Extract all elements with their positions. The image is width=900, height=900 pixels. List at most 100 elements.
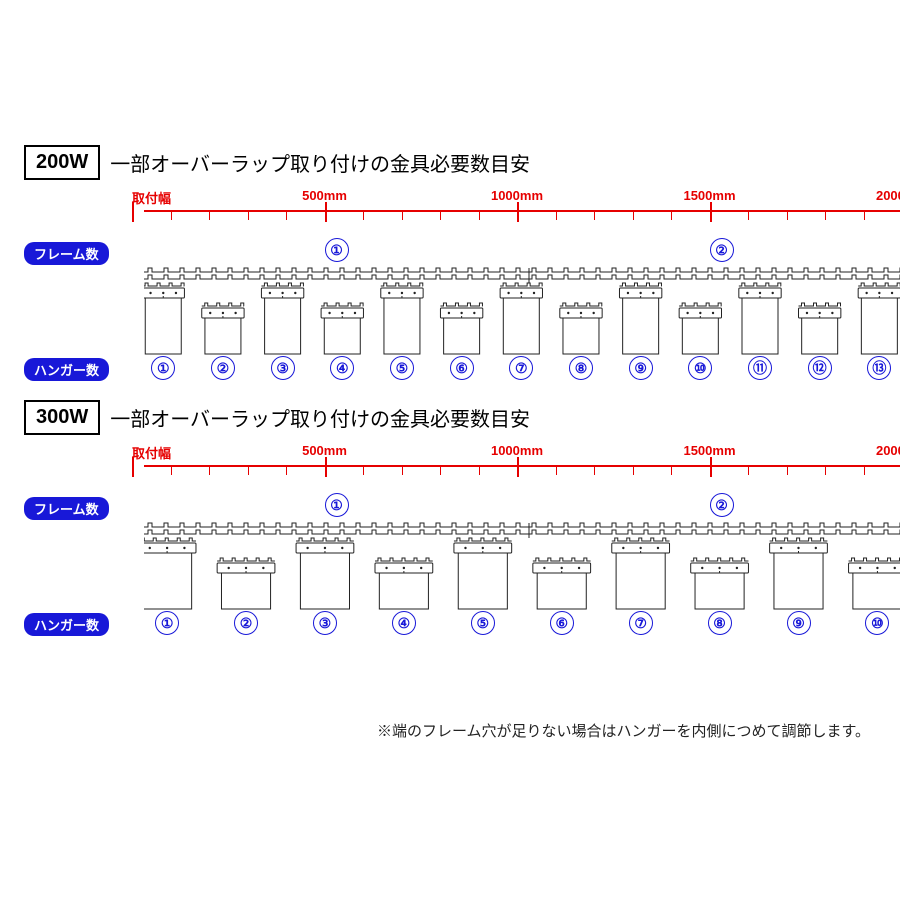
frame-markers: ①②	[144, 238, 900, 264]
rail-diagram	[144, 266, 900, 356]
hanger-markers: ①②③④⑤⑥⑦⑧⑨⑩⑪⑫⑬	[144, 356, 900, 382]
frame-marker-circ: ②	[710, 493, 734, 517]
ruler-tick-major	[325, 457, 327, 477]
hanger-marker-circ: ④	[392, 611, 416, 635]
mount-width-label: 取付幅	[132, 188, 171, 207]
ruler-tick-major	[517, 202, 519, 222]
hanger-marker-circ: ⑨	[787, 611, 811, 635]
hanger-marker-circ: ⑧	[708, 611, 732, 635]
ruler-tick-minor	[209, 210, 210, 220]
section-title: 一部オーバーラップ取り付けの金具必要数目安	[110, 403, 530, 432]
ruler-tick-minor	[594, 465, 595, 475]
hanger-marker-circ: ⑪	[748, 356, 772, 380]
ruler-tick-major	[325, 202, 327, 222]
ruler-tick-minor	[286, 465, 287, 475]
hanger-markers: ①②③④⑤⑥⑦⑧⑨⑩	[144, 611, 900, 637]
ruler-tick-minor	[671, 465, 672, 475]
ruler-tick-minor	[671, 210, 672, 220]
ruler-tick-minor	[171, 210, 172, 220]
ruler-tick-minor	[440, 210, 441, 220]
hanger-count-pill: ハンガー数	[24, 358, 109, 381]
hanger-marker-circ: ⑦	[629, 611, 653, 635]
ruler-tick-major	[132, 202, 134, 222]
frame-marker-circ: ②	[710, 238, 734, 262]
ruler-label: 1500mm	[683, 443, 735, 458]
section-200w: 200W 一部オーバーラップ取り付けの金具必要数目安 取付幅 500mm 1000…	[24, 145, 900, 386]
ruler-tick-minor	[556, 465, 557, 475]
ruler-tick-minor	[171, 465, 172, 475]
ruler-tick-minor	[248, 210, 249, 220]
hanger-count-pill: ハンガー数	[24, 613, 109, 636]
hanger-marker-circ: ②	[211, 356, 235, 380]
footnote: ※端のフレーム穴が足りない場合はハンガーを内側につめて調節します。	[0, 720, 900, 741]
ruler-label: 1000mm	[491, 443, 543, 458]
hanger-marker-circ: ⑤	[390, 356, 414, 380]
rail-diagram	[144, 521, 900, 611]
ruler-tick-minor	[594, 210, 595, 220]
ruler-tick-minor	[633, 465, 634, 475]
rail-and-hangers	[24, 266, 900, 356]
hanger-marker-circ: ⑥	[550, 611, 574, 635]
ruler-tick-minor	[825, 465, 826, 475]
ruler-tick-minor	[402, 210, 403, 220]
ruler-tick-major	[710, 457, 712, 477]
ruler-label: 1500mm	[683, 188, 735, 203]
hanger-marker-circ: ⑩	[865, 611, 889, 635]
hanger-marker-circ: ②	[234, 611, 258, 635]
frame-marker-circ: ①	[325, 238, 349, 262]
hanger-marker-circ: ⑥	[450, 356, 474, 380]
ruler-tick-major	[710, 202, 712, 222]
ruler-tick-minor	[748, 210, 749, 220]
ruler-label: 2000mm	[876, 188, 900, 203]
hanger-count-row: ハンガー数 ①②③④⑤⑥⑦⑧⑨⑩	[24, 611, 900, 641]
ruler: 取付幅 500mm 1000mm 1500mm 2000mm	[24, 443, 900, 493]
watt-badge: 200W	[24, 145, 100, 180]
frame-markers: ①②	[144, 493, 900, 519]
ruler-tick-minor	[363, 210, 364, 220]
frame-count-row: フレーム数 ①②	[24, 493, 900, 521]
ruler: 取付幅 500mm 1000mm 1500mm 2000mm	[24, 188, 900, 238]
rail-and-hangers	[24, 521, 900, 611]
hanger-marker-circ: ⑧	[569, 356, 593, 380]
ruler-tick-minor	[748, 465, 749, 475]
ruler-tick-minor	[248, 465, 249, 475]
hanger-marker-circ: ⑤	[471, 611, 495, 635]
ruler-tick-minor	[787, 465, 788, 475]
mount-width-label: 取付幅	[132, 443, 171, 462]
watt-badge: 300W	[24, 400, 100, 435]
hanger-marker-circ: ⑨	[629, 356, 653, 380]
ruler-tick-minor	[633, 210, 634, 220]
ruler-tick-major	[132, 457, 134, 477]
hanger-marker-circ: ⑫	[808, 356, 832, 380]
ruler-tick-minor	[556, 210, 557, 220]
frame-count-pill: フレーム数	[24, 497, 109, 520]
frame-marker-circ: ①	[325, 493, 349, 517]
frame-count-pill: フレーム数	[24, 242, 109, 265]
ruler-tick-minor	[479, 465, 480, 475]
ruler-tick-minor	[825, 210, 826, 220]
hanger-marker-circ: ⑦	[509, 356, 533, 380]
ruler-label: 500mm	[302, 443, 347, 458]
hanger-marker-circ: ①	[151, 356, 175, 380]
title-row: 300W 一部オーバーラップ取り付けの金具必要数目安	[24, 400, 900, 435]
ruler-tick-minor	[479, 210, 480, 220]
section-300w: 300W 一部オーバーラップ取り付けの金具必要数目安 取付幅 500mm 1000…	[24, 400, 900, 641]
ruler-tick-minor	[864, 465, 865, 475]
hanger-marker-circ: ⑩	[688, 356, 712, 380]
title-row: 200W 一部オーバーラップ取り付けの金具必要数目安	[24, 145, 900, 180]
ruler-label: 1000mm	[491, 188, 543, 203]
ruler-label: 500mm	[302, 188, 347, 203]
section-title: 一部オーバーラップ取り付けの金具必要数目安	[110, 148, 530, 177]
hanger-marker-circ: ③	[313, 611, 337, 635]
ruler-tick-minor	[286, 210, 287, 220]
hanger-marker-circ: ③	[271, 356, 295, 380]
hanger-count-row: ハンガー数 ①②③④⑤⑥⑦⑧⑨⑩⑪⑫⑬	[24, 356, 900, 386]
ruler-tick-minor	[787, 210, 788, 220]
ruler-tick-minor	[363, 465, 364, 475]
ruler-tick-minor	[402, 465, 403, 475]
hanger-marker-circ: ④	[330, 356, 354, 380]
ruler-tick-minor	[864, 210, 865, 220]
ruler-label: 2000mm	[876, 443, 900, 458]
frame-count-row: フレーム数 ①②	[24, 238, 900, 266]
ruler-tick-minor	[209, 465, 210, 475]
